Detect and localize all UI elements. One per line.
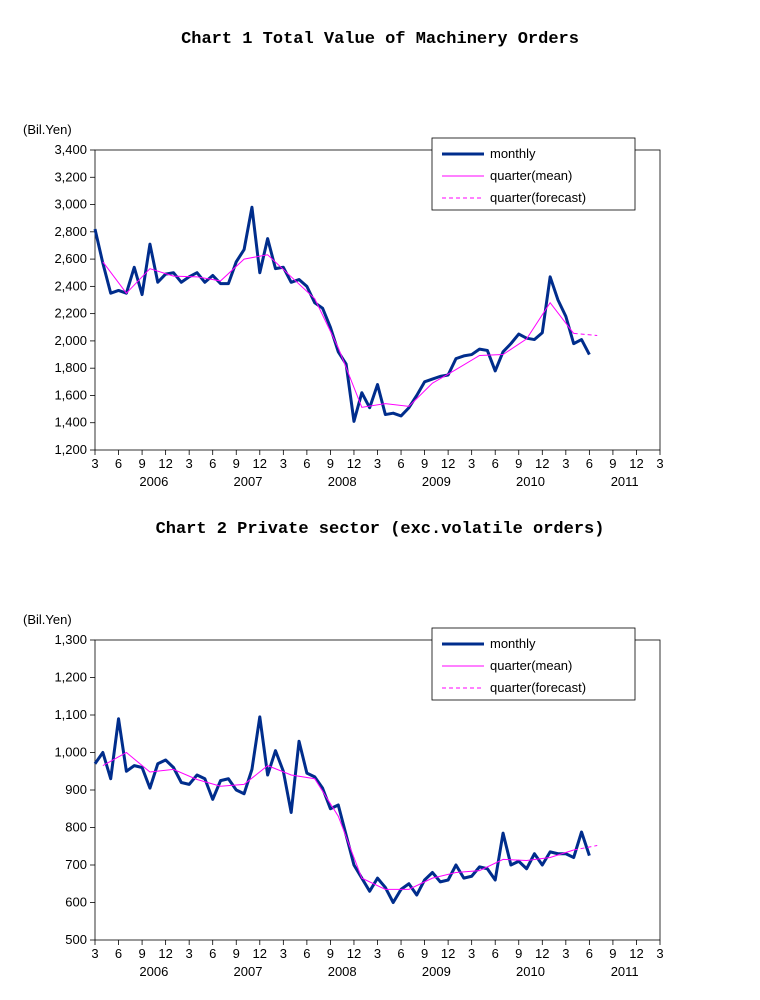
svg-text:1,300: 1,300 [54,632,87,647]
svg-text:3: 3 [468,946,475,961]
svg-text:2006: 2006 [139,474,168,489]
svg-text:3: 3 [374,456,381,471]
chart-2-title: Chart 2 Private sector (exc.volatile ord… [0,520,760,539]
svg-text:3: 3 [562,456,569,471]
svg-text:12: 12 [347,946,361,961]
svg-text:800: 800 [65,820,87,835]
svg-text:12: 12 [535,456,549,471]
chart-1-y-unit: (Bil.Yen) [23,122,72,137]
svg-text:6: 6 [586,456,593,471]
svg-text:monthly: monthly [490,146,536,161]
svg-text:6: 6 [115,946,122,961]
svg-text:3: 3 [374,946,381,961]
chart-2-block: Chart 2 Private sector (exc.volatile ord… [0,520,760,1000]
svg-text:3: 3 [91,946,98,961]
page: Chart 1 Total Value of Machinery Orders … [0,0,760,993]
svg-text:6: 6 [209,946,216,961]
svg-text:9: 9 [609,456,616,471]
svg-text:12: 12 [629,946,643,961]
svg-text:1,100: 1,100 [54,707,87,722]
svg-text:6: 6 [303,946,310,961]
svg-text:3,200: 3,200 [54,169,87,184]
svg-text:9: 9 [421,946,428,961]
svg-text:3: 3 [91,456,98,471]
svg-text:12: 12 [441,946,455,961]
svg-text:12: 12 [158,946,172,961]
svg-text:2,600: 2,600 [54,251,87,266]
svg-text:2007: 2007 [234,474,263,489]
svg-text:2,200: 2,200 [54,306,87,321]
svg-text:2011: 2011 [611,474,639,489]
svg-text:monthly: monthly [490,636,536,651]
chart-2-y-unit: (Bil.Yen) [23,612,72,627]
chart-1-title: Chart 1 Total Value of Machinery Orders [0,30,760,49]
svg-text:6: 6 [209,456,216,471]
svg-text:9: 9 [138,456,145,471]
svg-text:1,600: 1,600 [54,387,87,402]
svg-text:2010: 2010 [516,964,545,979]
svg-text:12: 12 [629,456,643,471]
svg-text:12: 12 [253,946,267,961]
chart-1-block: Chart 1 Total Value of Machinery Orders … [0,30,760,510]
svg-text:6: 6 [586,946,593,961]
svg-text:2008: 2008 [328,474,357,489]
svg-text:2009: 2009 [422,964,451,979]
svg-text:quarter(mean): quarter(mean) [490,658,572,673]
svg-text:2,400: 2,400 [54,278,87,293]
svg-text:9: 9 [609,946,616,961]
svg-text:2,000: 2,000 [54,333,87,348]
svg-text:9: 9 [515,946,522,961]
svg-text:9: 9 [327,946,334,961]
svg-text:3: 3 [280,946,287,961]
svg-text:1,000: 1,000 [54,745,87,760]
svg-text:500: 500 [65,932,87,947]
svg-text:1,400: 1,400 [54,415,87,430]
svg-text:6: 6 [397,456,404,471]
svg-text:1,200: 1,200 [54,442,87,457]
svg-text:600: 600 [65,895,87,910]
svg-text:3,000: 3,000 [54,197,87,212]
svg-text:700: 700 [65,857,87,872]
svg-text:3: 3 [280,456,287,471]
chart-1-svg: 1,200 1,400 1,600 1,800 2,000 2,200 2,400 2,600… [0,30,760,510]
svg-text:12: 12 [347,456,361,471]
svg-text:2007: 2007 [234,964,263,979]
svg-text:1,200: 1,200 [54,670,87,685]
svg-text:3: 3 [186,946,193,961]
svg-text:1,800: 1,800 [54,360,87,375]
svg-text:6: 6 [303,456,310,471]
svg-text:quarter(mean): quarter(mean) [490,168,572,183]
svg-text:3: 3 [656,456,663,471]
svg-text:9: 9 [233,456,240,471]
svg-text:3: 3 [468,456,475,471]
svg-text:2,800: 2,800 [54,224,87,239]
svg-text:3: 3 [562,946,569,961]
svg-text:9: 9 [421,456,428,471]
svg-text:12: 12 [253,456,267,471]
svg-text:9: 9 [138,946,145,961]
svg-text:2006: 2006 [139,964,168,979]
svg-text:3: 3 [656,946,663,961]
svg-text:12: 12 [441,456,455,471]
svg-text:12: 12 [158,456,172,471]
svg-text:6: 6 [492,946,499,961]
svg-text:2009: 2009 [422,474,451,489]
svg-text:3,400: 3,400 [54,142,87,157]
svg-text:9: 9 [327,456,334,471]
svg-text:2008: 2008 [328,964,357,979]
svg-text:2011: 2011 [611,964,639,979]
svg-text:quarter(forecast): quarter(forecast) [490,190,586,205]
svg-text:9: 9 [515,456,522,471]
svg-text:quarter(forecast): quarter(forecast) [490,680,586,695]
svg-text:6: 6 [397,946,404,961]
chart-2-svg: 500 600 700 800 900 1,000 1,100 1,200 1,300 3 6 9 12… [0,520,760,1000]
svg-text:6: 6 [492,456,499,471]
svg-text:6: 6 [115,456,122,471]
svg-text:9: 9 [233,946,240,961]
svg-text:3: 3 [186,456,193,471]
svg-text:2010: 2010 [516,474,545,489]
svg-text:900: 900 [65,782,87,797]
svg-text:12: 12 [535,946,549,961]
